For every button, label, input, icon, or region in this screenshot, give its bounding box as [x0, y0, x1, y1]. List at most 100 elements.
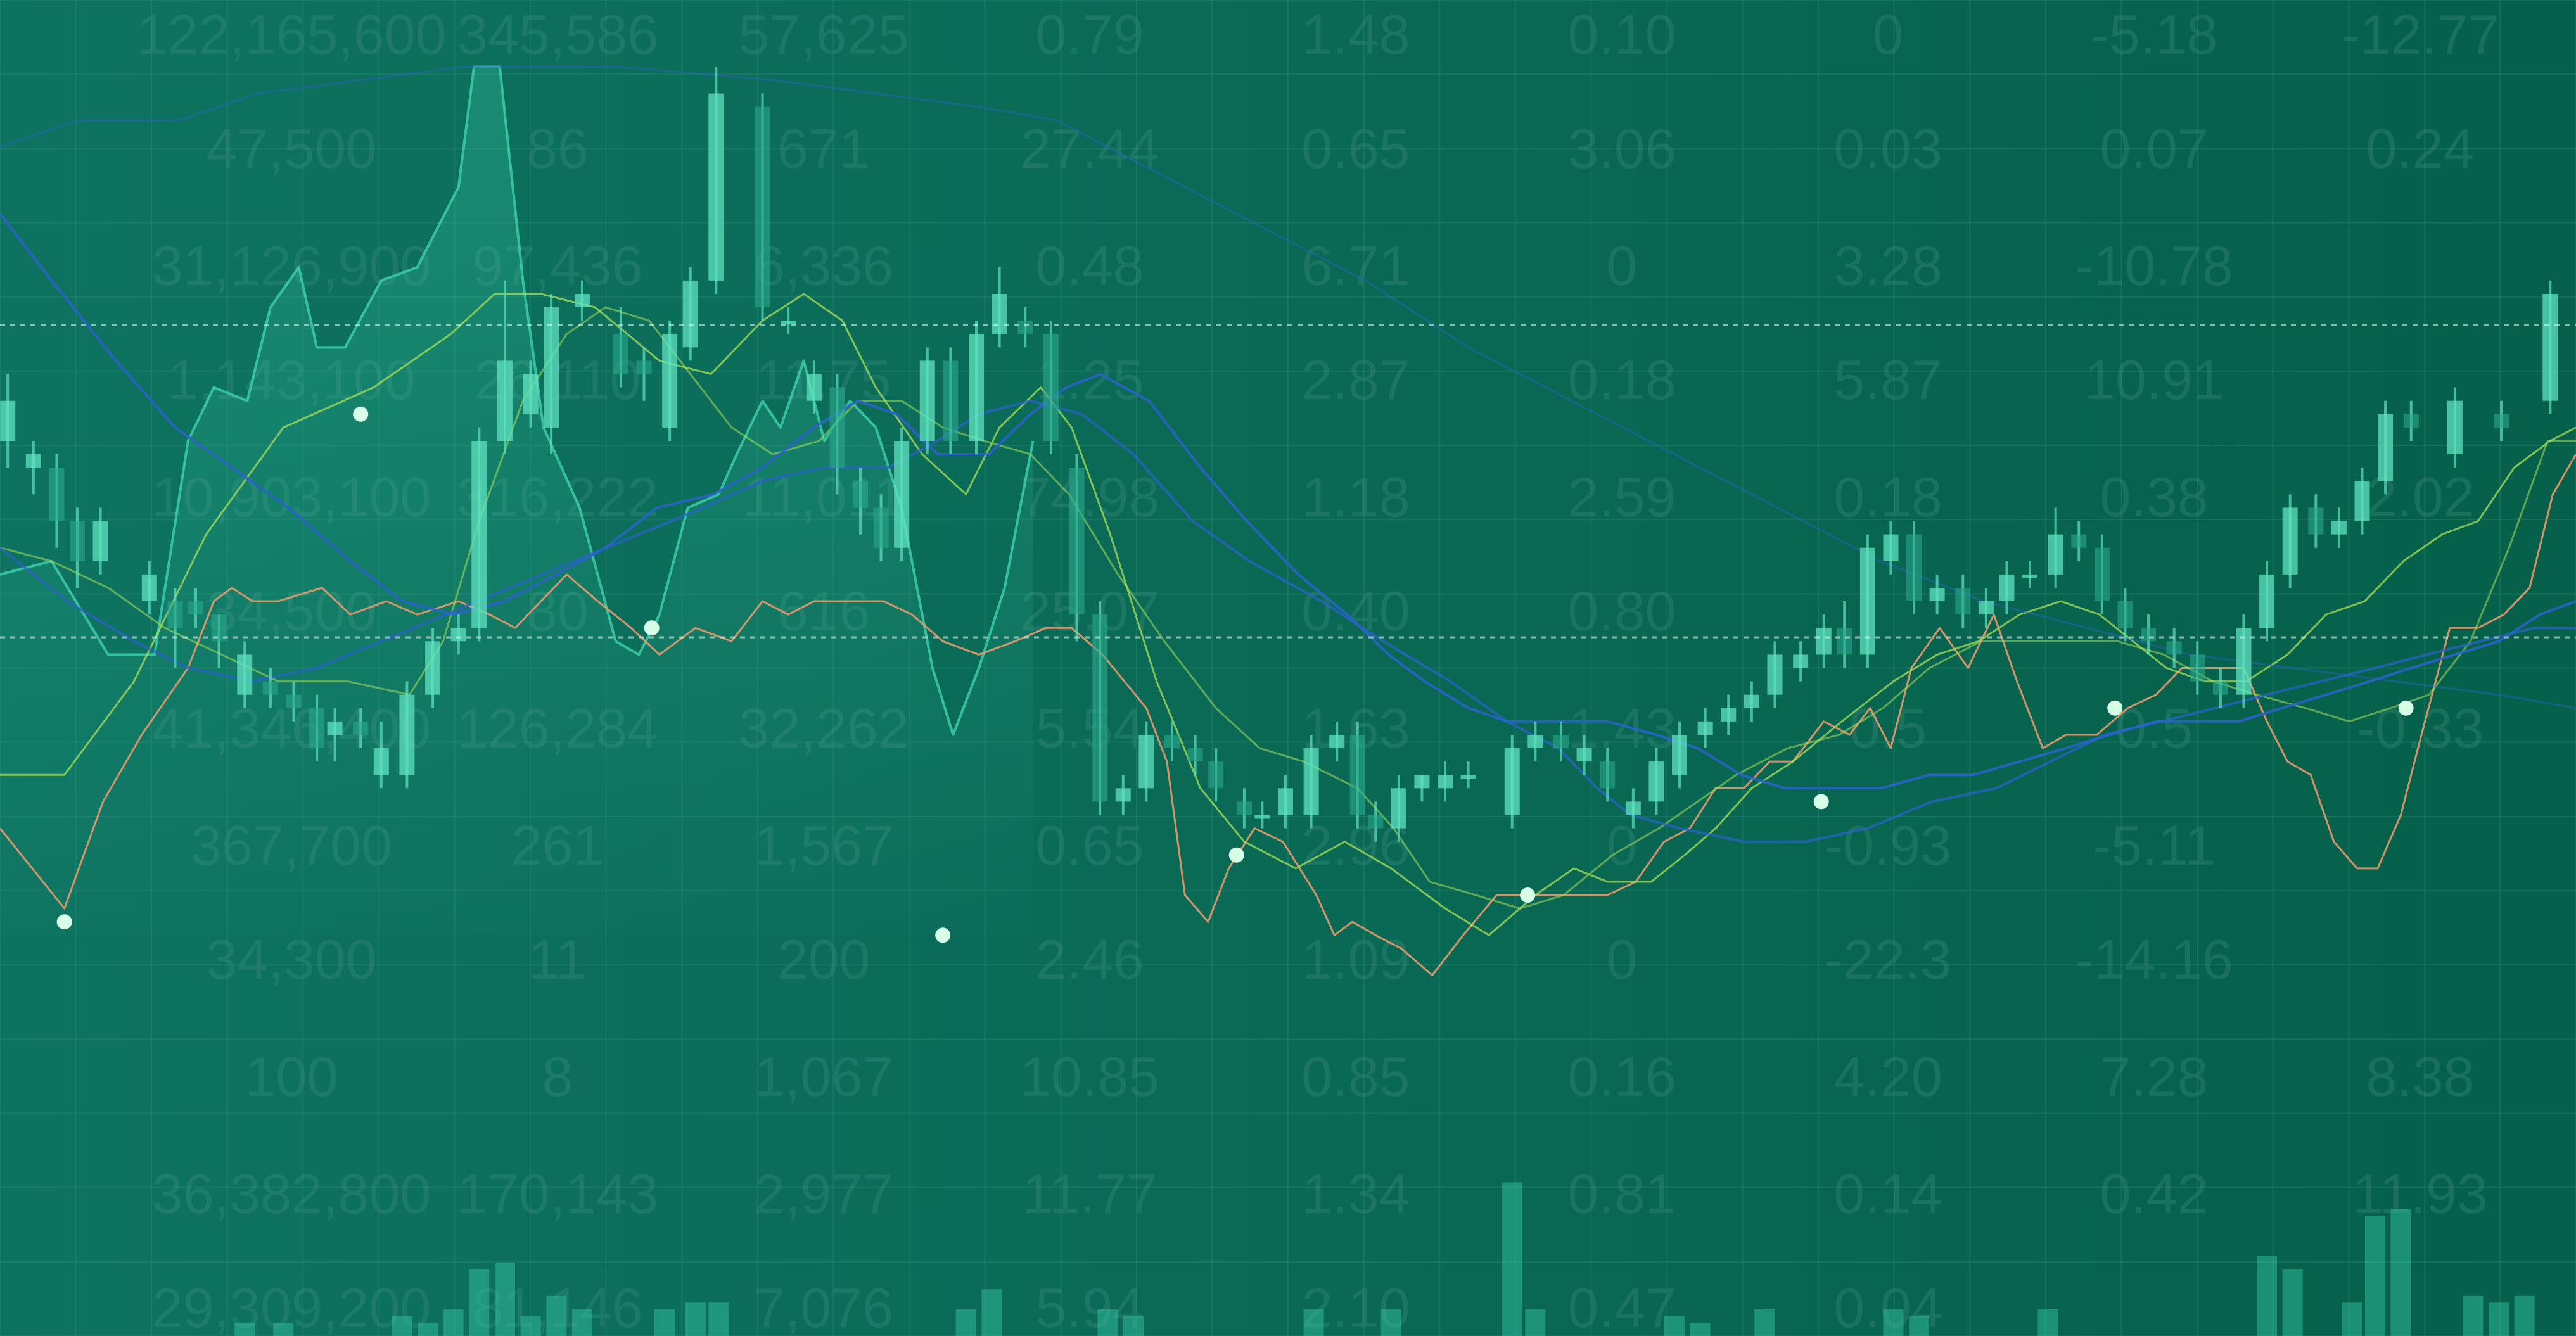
candle-body: [425, 641, 441, 695]
background-number: 0.79: [1035, 3, 1144, 66]
candle-body: [69, 521, 85, 561]
background-number: 0.85: [1301, 1045, 1410, 1108]
candle-body: [1368, 815, 1384, 829]
candle-body: [2166, 641, 2182, 655]
background-number: 47,500: [206, 117, 376, 180]
volume-bar: [469, 1269, 490, 1336]
markers: [56, 406, 2414, 943]
candle-body: [399, 694, 415, 775]
background-number: 4.20: [1833, 1045, 1942, 1108]
candle-body: [1069, 468, 1085, 615]
background-number: 5.87: [1833, 348, 1942, 411]
candle-body: [919, 360, 935, 441]
background-number: 2.46: [1035, 928, 1144, 991]
background-number: 34,300: [206, 928, 376, 991]
background-number: 1.09: [1301, 928, 1410, 991]
candle-body: [1303, 748, 1319, 815]
background-number: 2.10: [1301, 1276, 1410, 1336]
volume-bar: [417, 1322, 438, 1336]
candle-body: [1929, 587, 1945, 602]
background-number: 0.16: [1567, 1045, 1676, 1108]
background-number: 5.54: [1035, 697, 1144, 760]
background-number: -22.3: [1825, 928, 1952, 991]
candle-body: [1721, 708, 1737, 722]
candle-body: [969, 334, 985, 441]
volume-bar: [571, 1309, 592, 1336]
background-number: 0.18: [1833, 466, 1942, 528]
marker-dot: [56, 914, 72, 930]
volume-bar: [1690, 1322, 1711, 1336]
candle-body: [1208, 761, 1224, 789]
candle-body: [1254, 815, 1270, 819]
candle-body: [2190, 654, 2205, 682]
candle-body: [523, 374, 539, 414]
background-number: 8: [542, 1045, 573, 1108]
background-number: 345,586: [457, 3, 658, 66]
candle-body: [1837, 628, 1852, 655]
candle-body: [2354, 481, 2370, 521]
volume-bar: [494, 1263, 515, 1336]
candle-body: [1391, 788, 1406, 829]
background-number: 11: [528, 928, 586, 991]
candle-body: [1527, 734, 1543, 749]
volume-bar: [1883, 1309, 1904, 1336]
candle-body: [1600, 761, 1616, 789]
candle-body: [2259, 574, 2275, 628]
background-number: 0.5: [2115, 697, 2193, 760]
candle-body: [92, 521, 108, 561]
marker-dot: [2398, 700, 2414, 716]
background-number: -0.93: [1825, 814, 1952, 877]
candle-body: [1625, 801, 1641, 815]
marker-dot: [353, 406, 369, 422]
candle-body: [1648, 761, 1664, 802]
candle-body: [2212, 681, 2228, 695]
candle-body: [894, 440, 910, 548]
volume-bar: [685, 1302, 706, 1336]
candle-body: [1236, 801, 1252, 815]
candle-body: [2236, 628, 2252, 695]
background-number: 5.94: [1035, 1276, 1144, 1336]
background-number: 6.71: [1301, 234, 1410, 297]
volume-bar: [2257, 1256, 2278, 1336]
candle-body: [708, 93, 724, 281]
volume-bar: [1303, 1309, 1324, 1336]
candle-body: [806, 374, 822, 401]
background-number: 0: [1873, 3, 1904, 66]
background-number: 57,625: [738, 3, 909, 66]
background-number: -5.18: [2091, 3, 2218, 66]
background-number: 0: [1607, 234, 1638, 297]
candle-body: [450, 628, 466, 642]
background-number: 0.80: [1567, 580, 1676, 642]
candle-body: [141, 574, 157, 602]
candle-body: [1329, 734, 1345, 749]
background-number: 2.87: [1301, 348, 1410, 411]
background-number: 25.07: [1020, 580, 1159, 642]
volume-bar: [654, 1309, 675, 1336]
volume-bar: [520, 1316, 541, 1336]
background-number: 0.65: [1301, 117, 1410, 180]
candle-body: [781, 321, 796, 325]
blue-ma-series: [0, 213, 2576, 790]
background-number: 11.77: [1022, 1162, 1157, 1225]
background-number: 0.42: [2100, 1162, 2208, 1225]
candle-body: [1672, 734, 1688, 775]
background-number: 3.06: [1567, 117, 1676, 180]
background-number: -10.78: [2075, 234, 2233, 297]
marker-dot: [644, 620, 660, 636]
candle-body: [262, 681, 278, 695]
candle-body: [1978, 601, 1994, 615]
candle-body: [1955, 587, 1971, 615]
candle-body: [49, 468, 65, 521]
candle-body: [2048, 534, 2063, 575]
candle-body: [2282, 507, 2298, 575]
volume-bar: [546, 1295, 567, 1336]
background-number: 3.28: [1833, 234, 1942, 297]
background-number: 0.48: [1035, 234, 1144, 297]
background-number: 0.14: [1833, 1162, 1942, 1225]
background-number: 0.40: [1301, 580, 1410, 642]
candle-body: [636, 360, 652, 374]
candle-body: [2141, 628, 2157, 642]
candle-body: [1138, 734, 1154, 789]
volume-bar: [2463, 1295, 2484, 1336]
